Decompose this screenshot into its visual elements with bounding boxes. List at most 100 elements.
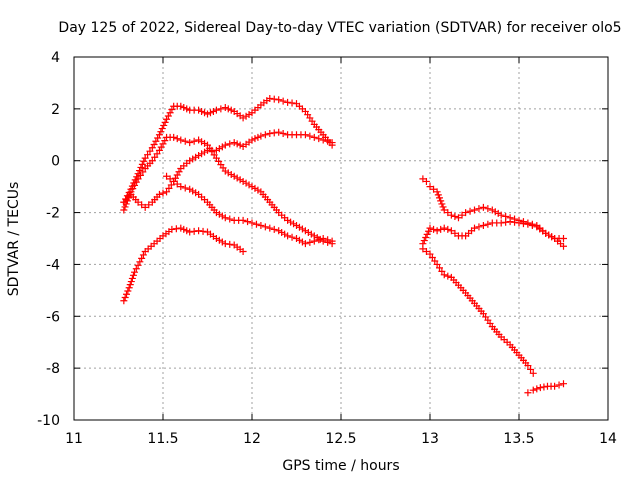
y-tick-label: -8 <box>46 361 60 377</box>
data-point-interp-arc-2 <box>189 155 197 163</box>
y-tick-label: -4 <box>46 257 60 273</box>
data-point-arc-6 <box>471 206 478 214</box>
data-point-interp-arc-6 <box>475 205 483 213</box>
data-point-interp-arc-4 <box>295 236 303 244</box>
data-point-interp-arc-3 <box>304 228 312 236</box>
data-point-interp-arc-2 <box>261 131 269 139</box>
data-point-interp-arc-2 <box>315 135 323 143</box>
data-point-interp-arc-6 <box>434 191 442 199</box>
data-point-interp-arc-3 <box>242 179 250 187</box>
data-point-interp-arc-4 <box>166 175 174 183</box>
data-point-interp-arc-4 <box>215 210 223 218</box>
data-point-interp-arc-4 <box>226 215 234 223</box>
data-point-arc-5 <box>136 258 144 266</box>
data-point-interp-arc-5 <box>129 271 137 279</box>
data-point-interp-arc-2 <box>270 129 278 137</box>
chart-title: Day 125 of 2022, Sidereal Day-to-day VTE… <box>58 20 621 36</box>
data-point-interp-arc-7 <box>451 229 459 237</box>
data-point-interp-arc-4 <box>261 223 269 231</box>
data-point-interp-arc-3 <box>295 223 303 231</box>
data-point-interp-arc-4 <box>288 233 296 241</box>
data-point-arc-6 <box>447 211 455 219</box>
data-point-arc-9 <box>529 386 537 394</box>
data-point-arc-3 <box>221 167 229 175</box>
data-point-arc-3 <box>170 133 178 141</box>
data-point-interp-arc-2 <box>233 140 241 148</box>
data-point-arc-3 <box>284 216 292 224</box>
data-point-interp-arc-1 <box>164 112 172 120</box>
data-point-interp-arc-1 <box>201 109 209 117</box>
data-point-interp-arc-1 <box>138 160 146 168</box>
data-point-interp-arc-4 <box>315 236 323 244</box>
data-point-interp-arc-5 <box>226 240 234 248</box>
data-point-arc-1 <box>221 104 229 112</box>
data-point-arc-2 <box>212 146 220 154</box>
data-point-arc-4 <box>310 237 318 245</box>
data-point-arc-7 <box>440 224 448 232</box>
data-point-arc-4 <box>293 235 300 242</box>
data-point-interp-arc-1 <box>209 107 217 115</box>
data-point-interp-arc-6 <box>484 205 492 213</box>
data-point-interp-arc-2 <box>171 174 179 182</box>
data-point-interp-arc-3 <box>173 135 181 143</box>
data-point-arc-4 <box>170 177 178 185</box>
y-tick-label: 2 <box>51 102 60 118</box>
data-point-interp-arc-6 <box>444 209 452 217</box>
data-point-arc-7 <box>515 219 523 227</box>
data-point-interp-arc-8 <box>444 272 452 280</box>
data-point-interp-arc-1 <box>152 137 160 145</box>
data-point-interp-arc-4 <box>278 228 286 236</box>
data-point-interp-arc-6 <box>437 197 445 205</box>
data-point-interp-arc-7 <box>511 218 519 226</box>
data-point-arc-4 <box>163 172 171 180</box>
data-point-arc-3 <box>293 222 300 230</box>
data-point-interp-arc-7 <box>437 225 445 233</box>
data-point-interp-arc-7 <box>548 233 556 241</box>
data-point-interp-arc-1 <box>217 105 225 113</box>
data-point-interp-arc-3 <box>121 203 129 211</box>
data-point-interp-arc-9 <box>540 383 548 391</box>
data-point-interp-arc-1 <box>198 107 206 115</box>
data-point-arc-7 <box>524 220 532 228</box>
data-point-interp-arc-2 <box>215 145 223 153</box>
data-point-interp-arc-8 <box>527 365 535 373</box>
data-point-interp-arc-1 <box>227 106 235 114</box>
data-point-arc-3 <box>186 139 194 147</box>
data-point-interp-arc-3 <box>254 186 262 194</box>
data-point-interp-arc-2 <box>138 201 146 209</box>
data-point-interp-arc-2 <box>251 135 259 143</box>
data-point-interp-arc-7 <box>422 233 430 241</box>
y-tick-label: 4 <box>51 50 60 66</box>
data-point-interp-arc-6 <box>502 212 510 220</box>
data-point-interp-arc-5 <box>121 293 129 301</box>
y-tick-label: 0 <box>51 154 60 170</box>
data-point-arc-6 <box>426 183 434 191</box>
data-point-interp-arc-5 <box>190 227 198 235</box>
y-tick-label: -6 <box>46 309 60 325</box>
data-point-arc-7 <box>447 227 455 235</box>
data-point-arc-4 <box>275 227 283 235</box>
x-tick-label: 13 <box>421 431 439 447</box>
data-point-arc-2 <box>310 133 318 141</box>
data-point-interp-arc-5 <box>172 225 180 233</box>
data-point-interp-arc-7 <box>423 230 431 238</box>
data-point-interp-arc-2 <box>236 141 244 149</box>
y-tick-label: -2 <box>46 206 60 222</box>
data-point-arc-9 <box>536 384 544 392</box>
data-point-interp-arc-4 <box>306 238 314 246</box>
data-point-arc-5 <box>168 225 176 233</box>
data-point-arc-4 <box>212 209 220 217</box>
data-point-arc-6 <box>479 203 487 211</box>
data-point-arc-5 <box>195 227 203 235</box>
data-point-interp-arc-7 <box>545 231 553 239</box>
data-point-interp-arc-1 <box>206 109 214 117</box>
data-point-interp-arc-5 <box>180 225 188 233</box>
data-point-interp-arc-4 <box>218 212 226 220</box>
data-point-interp-arc-6 <box>438 200 446 208</box>
data-point-arc-2 <box>319 136 327 144</box>
data-point-arc-4 <box>328 237 336 245</box>
data-point-interp-arc-2 <box>192 153 200 161</box>
data-point-interp-arc-3 <box>181 137 189 145</box>
data-point-interp-arc-2 <box>201 148 209 156</box>
